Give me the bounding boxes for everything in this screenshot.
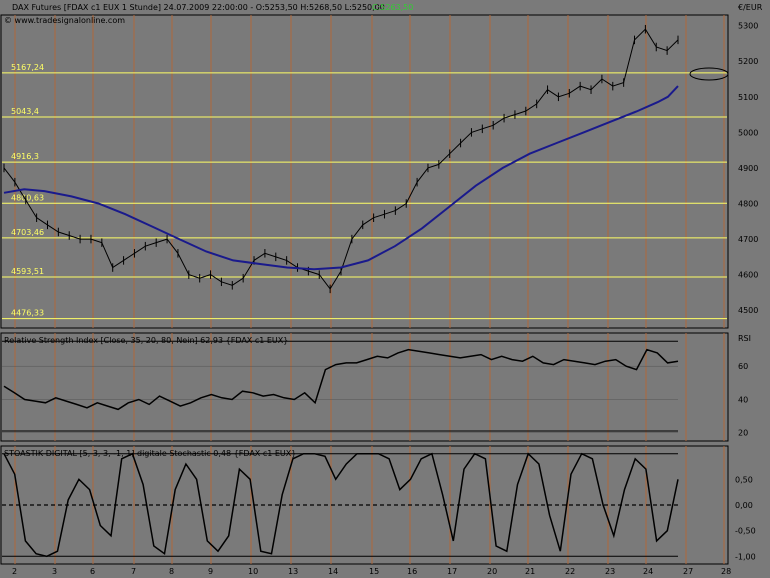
- grid-lines: [14, 15, 725, 564]
- annotation-ellipse[interactable]: [689, 67, 729, 81]
- stochastic-line: [3, 452, 679, 558]
- level-label: 4593,51: [11, 267, 44, 276]
- x-tick-label: 21: [525, 567, 535, 576]
- level-label: 4476,33: [11, 309, 44, 318]
- close-value: C:5263,50: [372, 3, 413, 12]
- stochastic-series: [2, 452, 679, 558]
- x-tick-label: 22: [565, 567, 575, 576]
- rsi-line: [3, 348, 679, 411]
- x-axis-labels: 2 3 6 7 8 9 10 13 14 15 16 17 20 21 22 23 24 27 28: [12, 567, 731, 576]
- price-tick-label: 4500: [738, 306, 758, 315]
- rsi-tick-label: 60: [738, 362, 748, 371]
- level-label: 4800,63: [11, 193, 44, 202]
- rsi-tick-label: 20: [738, 429, 748, 438]
- level-label: 5043,4: [11, 107, 39, 116]
- x-tick-label: 9: [208, 567, 213, 576]
- stoch-tick-label: -0,50: [735, 527, 756, 536]
- x-tick-label: 3: [52, 567, 57, 576]
- x-tick-label: 6: [90, 567, 95, 576]
- price-tick-label: 5200: [738, 57, 758, 66]
- level-label: 4916,3: [11, 152, 39, 161]
- price-tick-label: 5300: [738, 22, 758, 31]
- stoch-title: STOASTIK DIGITAL [5, 3, 3, -1, 1] digita…: [4, 449, 296, 458]
- stoch-tick-label: 0,00: [735, 501, 753, 510]
- level-label: 4703,46: [11, 228, 44, 237]
- x-tick-label: 23: [605, 567, 615, 576]
- x-tick-label: 8: [169, 567, 174, 576]
- rsi-panel: [0, 332, 729, 442]
- x-tick-label: 27: [683, 567, 693, 576]
- x-tick-label: 16: [407, 567, 417, 576]
- currency-label: €/EUR: [738, 3, 763, 12]
- price-tick-label: 4700: [738, 235, 758, 244]
- rsi-title: Relative Strength Index [Close, 35, 20, …: [4, 336, 288, 345]
- stoch-tick-label: -1,00: [735, 552, 756, 561]
- rsi-series: [2, 340, 679, 433]
- level-label: 5167,24: [11, 63, 44, 72]
- price-tick-label: 4800: [738, 200, 758, 209]
- price-tick-label: 5100: [738, 93, 758, 102]
- price-tick-label: 4900: [738, 164, 758, 173]
- copyright-text: © www.tradesignalonline.com: [4, 16, 125, 25]
- rsi-tick-label: 40: [738, 395, 748, 404]
- x-tick-label: 14: [328, 567, 338, 576]
- x-tick-label: 24: [643, 567, 653, 576]
- x-tick-label: 10: [248, 567, 258, 576]
- x-tick-label: 13: [288, 567, 298, 576]
- x-tick-label: 20: [487, 567, 497, 576]
- x-tick-label: 15: [369, 567, 379, 576]
- x-tick-label: 28: [721, 567, 731, 576]
- x-tick-label: 17: [447, 567, 457, 576]
- y-axis-labels: 5300 5200 5100 5000 4900 4800 4700 4600 4500 RSI 6…: [735, 22, 758, 562]
- level-lines: 5167,24 5043,4 4916,3 4800,63 4703,46 4593,51…: [2, 63, 727, 320]
- chart-title: DAX Futures [FDAX c1 EUX 1 Stunde] 24.07…: [12, 3, 385, 12]
- rsi-tick-label: RSI: [738, 334, 751, 343]
- price-series: [3, 24, 679, 294]
- x-tick-label: 7: [131, 567, 136, 576]
- stoch-tick-label: 0,50: [735, 475, 753, 484]
- moving-average-line: [3, 85, 679, 271]
- price-tick-label: 5000: [738, 128, 758, 137]
- x-tick-label: 2: [12, 567, 17, 576]
- price-panel: [0, 14, 729, 329]
- price-tick-label: 4600: [738, 271, 758, 280]
